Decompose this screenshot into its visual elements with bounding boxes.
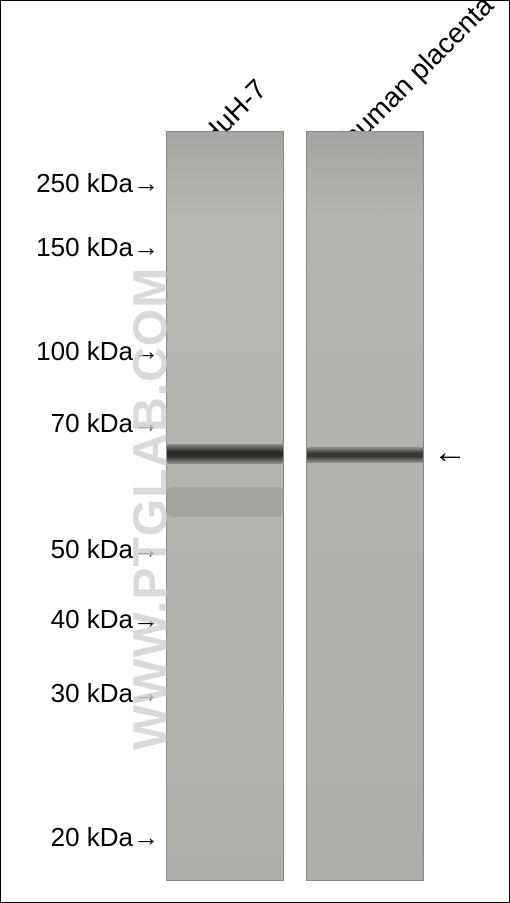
mw-marker-20: 20 kDa→: [51, 822, 159, 853]
target-arrow: ←: [433, 433, 467, 472]
watermark: WWW.PTGLAB.COM: [124, 209, 179, 809]
western-blot-figure: HuH-7 human placenta 250 kDa→ 150 kDa→ 1…: [0, 0, 510, 903]
band-lane1: [167, 444, 283, 464]
blot-lane-1: [166, 131, 284, 881]
blot-lane-2: [306, 131, 424, 881]
mw-marker-250: 250 kDa→: [36, 168, 159, 199]
smudge-lane1: [167, 487, 283, 517]
band-lane2: [307, 447, 423, 463]
